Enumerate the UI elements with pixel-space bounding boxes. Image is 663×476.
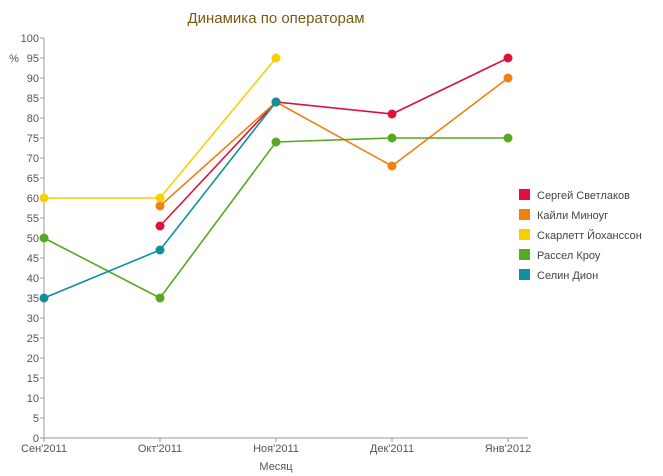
x-axis-ticks: Сен'2011 Окт'2011 Ноя'2011 Дек'2011 Янв'2012 [21,438,531,455]
legend-label: Кайли Миноуг [537,210,608,222]
data-point[interactable] [39,233,49,243]
legend-swatch [519,209,530,220]
x-tick-label: Янв'2012 [485,443,531,455]
data-point[interactable] [387,161,397,171]
x-tick-label: Сен'2011 [21,443,67,455]
y-tick-label: 70 [27,153,39,165]
y-tick-label: 95 [27,53,39,65]
y-tick-label: 15 [27,373,39,385]
data-point[interactable] [271,137,281,147]
y-tick-label: 55 [27,213,39,225]
series-1 [155,53,513,231]
y-tick-label: 50 [27,233,39,245]
y-tick-label: 60 [27,193,39,205]
data-point[interactable] [271,97,281,107]
series-line [159,77,509,207]
y-axis-label: % [9,53,19,65]
x-tick-label: Ноя'2011 [253,443,299,455]
legend-label: Селин Дион [537,270,598,282]
legend-item: Сергей Светлаков [519,189,630,202]
legend-label: Скарлетт Йохансcон [537,229,642,242]
series-2 [155,73,513,211]
y-tick-label: 20 [27,353,39,365]
series-4 [39,133,513,303]
data-point[interactable] [503,73,513,83]
y-tick-label: 30 [27,313,39,325]
series-5 [39,97,281,303]
legend: Сергей Светлаков Кайли Миноуг Скарлетт Йох… [519,189,642,282]
y-axis-ticks: 0 5 10 15 20 25 30 35 40 45 50 55 60 65 70 75 80 85 90 95 10… [21,33,44,445]
y-tick-label: 0 [33,433,39,445]
data-point[interactable] [39,193,49,203]
y-tick-label: 5 [33,413,39,425]
legend-swatch [519,249,530,260]
y-tick-label: 100 [21,33,39,45]
x-axis-label: Месяц [259,461,293,473]
x-tick-label: Окт'2011 [138,443,182,455]
legend-swatch [519,189,530,200]
data-point[interactable] [39,293,49,303]
series-layer [39,53,513,303]
legend-item: Скарлетт Йохансcон [519,229,642,242]
y-tick-label: 10 [27,393,39,405]
data-point[interactable] [387,133,397,143]
data-point[interactable] [155,293,165,303]
chart-title: Динамика по операторам [187,10,364,27]
data-point[interactable] [271,53,281,63]
data-point[interactable] [155,201,165,211]
data-point[interactable] [155,221,165,231]
data-point[interactable] [155,245,165,255]
y-tick-label: 75 [27,133,39,145]
legend-item: Селин Дион [519,269,598,282]
legend-item: Кайли Миноуг [519,209,608,222]
series-line [44,57,277,199]
legend-label: Сергей Светлаков [537,190,630,202]
x-tick-label: Дек'2011 [370,443,414,455]
legend-swatch [519,269,530,280]
y-tick-label: 40 [27,273,39,285]
data-point[interactable] [503,53,513,63]
legend-label: Рассел Кроу [537,250,601,262]
y-tick-label: 45 [27,253,39,265]
series-line [43,137,508,300]
legend-swatch [519,229,530,240]
y-tick-label: 65 [27,173,39,185]
legend-item: Рассел Кроу [519,249,601,262]
series-line [159,57,509,227]
series-3 [39,53,281,203]
y-tick-label: 85 [27,93,39,105]
data-point[interactable] [503,133,513,143]
y-tick-label: 80 [27,113,39,125]
data-point[interactable] [155,193,165,203]
data-point[interactable] [387,109,397,119]
y-tick-label: 90 [27,73,39,85]
y-tick-label: 25 [27,333,39,345]
y-tick-label: 35 [27,293,39,305]
